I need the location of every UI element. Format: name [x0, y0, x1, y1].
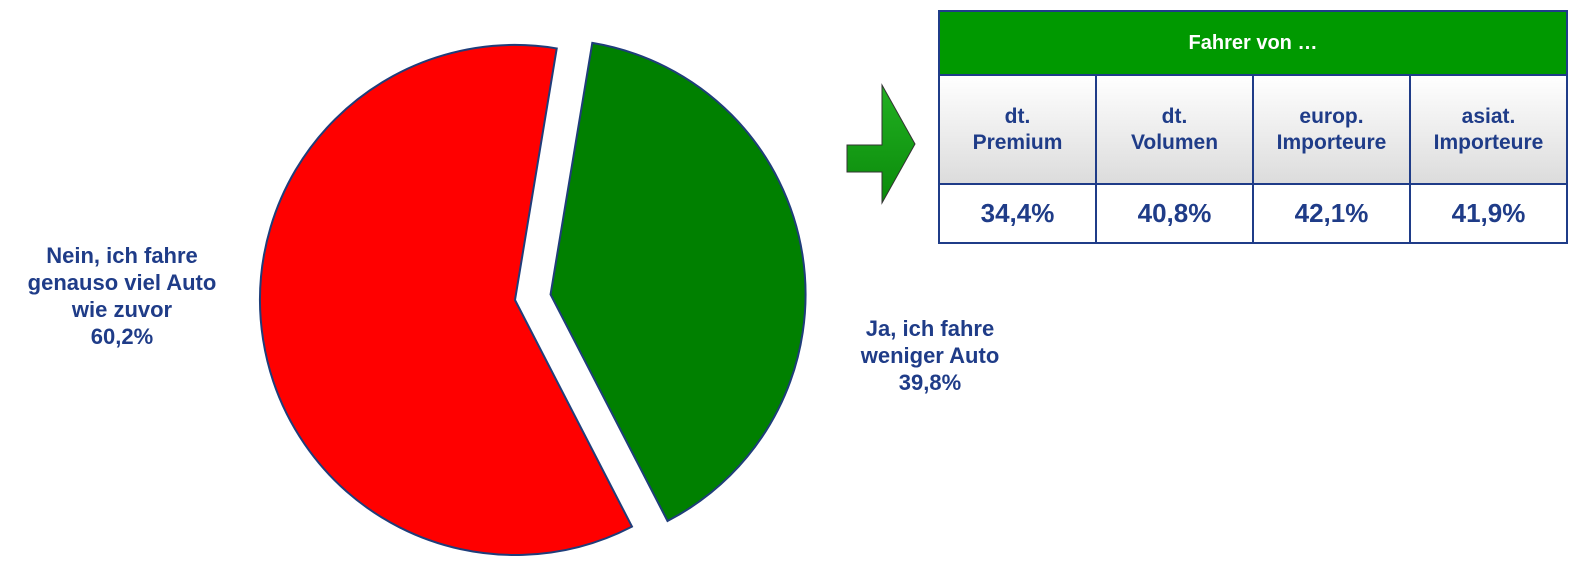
pie-slice — [549, 41, 807, 523]
value-label: 39,8% — [898, 370, 962, 395]
header-cell: dt. Premium — [938, 74, 1097, 185]
header-cell: europ. Importeure — [1252, 74, 1411, 185]
value-cell: 42,1% — [1252, 183, 1411, 244]
pie-slice — [259, 44, 634, 556]
value-cell: 40,8% — [1095, 183, 1254, 244]
category-label: Ja, ich fahre weniger Auto — [860, 316, 1000, 368]
header-text: dt. Premium — [972, 104, 1063, 154]
slice-label: Ja, ich fahre weniger Auto 39,8% — [830, 315, 1030, 396]
table: Fahrer von … dt. Premium dt. Volumen eur… — [938, 10, 1568, 244]
header-text: europ. Importeure — [1276, 104, 1387, 154]
value-cell: 34,4% — [938, 183, 1097, 244]
value-cell: 41,9% — [1409, 183, 1568, 244]
header-cell: dt. Volumen — [1095, 74, 1254, 185]
slice-label: Nein, ich fahre genauso viel Auto wie zu… — [22, 242, 222, 350]
value-label: 60,2% — [90, 324, 154, 349]
header-text: asiat. Importeure — [1433, 104, 1544, 154]
header-cell: asiat. Importeure — [1409, 74, 1568, 185]
arrow — [846, 83, 916, 205]
header-text: dt. Volumen — [1130, 104, 1219, 154]
category-label: Nein, ich fahre genauso viel Auto wie zu… — [27, 243, 217, 322]
table-title: Fahrer von … — [938, 10, 1568, 76]
